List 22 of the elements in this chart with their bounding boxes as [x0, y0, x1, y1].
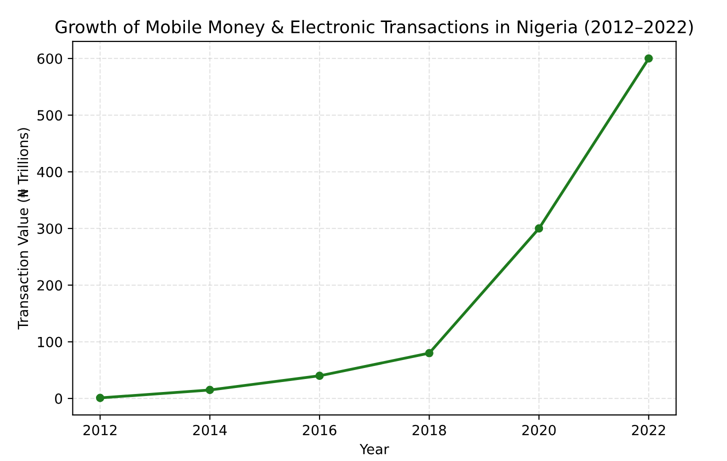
y-tick-label: 400: [37, 166, 62, 178]
y-tick-label: 100: [38, 336, 62, 348]
y-tick-label: 200: [37, 280, 62, 291]
x-tick-label: 2014: [193, 424, 227, 436]
chart-title: Growth of Mobile Money & Electronic Transactions in Nigeria (2012–2022): [56, 20, 693, 37]
x-tick-label: 2012: [83, 424, 116, 436]
y-tick-label: 0: [55, 393, 62, 404]
y-tick-label: 300: [38, 223, 62, 234]
point: [96, 394, 104, 402]
point: [425, 348, 434, 358]
point: [644, 54, 653, 63]
x-tick-label: 2020: [522, 424, 556, 436]
x-tick-label: 2022: [632, 424, 665, 436]
x-tick-label: 2018: [412, 424, 446, 436]
point: [534, 224, 544, 233]
y-tick-label: 600: [37, 53, 62, 64]
x-axis-title: Year: [360, 444, 390, 454]
x-tick-label: 2016: [302, 424, 336, 436]
y-tick-label: 500: [38, 110, 62, 121]
point: [206, 386, 214, 394]
y-axis-title: Transaction Value (₦ Trillions): [17, 128, 30, 330]
point: [315, 372, 324, 380]
